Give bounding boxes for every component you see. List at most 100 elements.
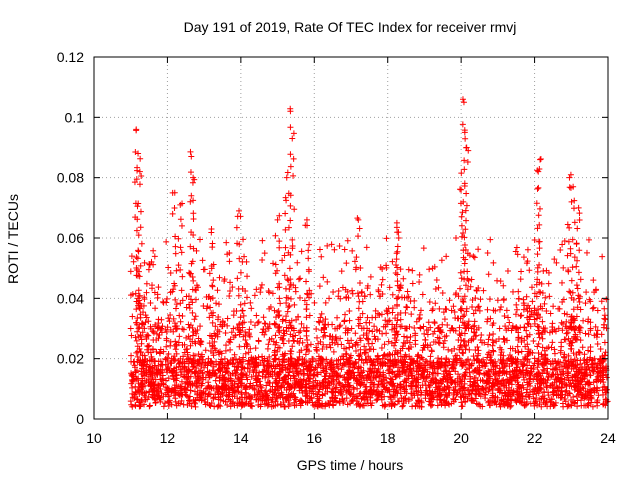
data-point xyxy=(487,375,494,382)
data-point xyxy=(288,355,295,362)
data-point xyxy=(346,382,353,389)
data-point xyxy=(186,398,193,405)
data-point xyxy=(461,166,468,173)
data-point xyxy=(531,290,538,297)
data-point xyxy=(292,396,299,403)
data-point xyxy=(542,399,549,406)
data-point xyxy=(305,268,312,275)
data-point xyxy=(282,244,289,251)
data-point xyxy=(549,320,556,327)
data-point xyxy=(455,371,462,378)
data-point xyxy=(565,267,572,274)
data-point xyxy=(210,261,217,268)
data-point xyxy=(264,402,271,409)
data-point xyxy=(243,258,250,265)
data-point xyxy=(283,174,290,181)
data-point xyxy=(183,304,190,311)
data-point xyxy=(395,235,402,241)
data-point xyxy=(523,401,530,408)
data-point xyxy=(411,304,418,311)
data-point xyxy=(301,297,308,304)
data-point xyxy=(514,397,521,404)
data-point xyxy=(432,286,439,293)
data-point xyxy=(434,393,441,400)
data-point xyxy=(411,375,418,382)
data-point xyxy=(136,391,143,398)
data-point xyxy=(433,277,440,284)
data-point xyxy=(571,383,578,390)
data-point xyxy=(491,371,498,378)
data-point xyxy=(488,357,495,364)
data-point xyxy=(250,355,257,362)
data-point xyxy=(460,99,467,106)
data-point xyxy=(419,347,426,354)
data-point xyxy=(222,369,229,376)
data-point xyxy=(139,357,146,364)
data-point xyxy=(187,169,194,176)
data-point xyxy=(468,276,475,283)
data-point xyxy=(151,395,158,402)
data-point xyxy=(217,321,224,328)
data-point xyxy=(204,368,211,375)
data-point xyxy=(365,353,372,360)
data-point xyxy=(515,360,522,367)
data-point xyxy=(461,129,468,136)
data-point xyxy=(319,365,326,372)
data-point xyxy=(257,289,264,296)
data-point xyxy=(337,390,344,397)
data-point xyxy=(434,365,441,372)
data-point xyxy=(436,397,443,404)
data-point xyxy=(462,207,469,214)
data-point xyxy=(208,333,215,340)
data-point xyxy=(284,169,291,176)
data-point xyxy=(355,305,362,312)
data-point xyxy=(358,357,365,364)
data-point xyxy=(211,338,218,345)
data-point xyxy=(518,268,525,275)
data-point xyxy=(182,386,189,393)
data-point xyxy=(572,373,579,380)
data-point xyxy=(507,345,514,352)
data-point xyxy=(290,372,297,379)
data-point xyxy=(357,337,364,344)
data-point xyxy=(194,373,201,380)
data-point xyxy=(276,368,283,375)
data-point xyxy=(452,368,459,375)
data-point xyxy=(170,286,177,293)
data-point xyxy=(354,385,361,392)
data-point xyxy=(318,310,325,317)
data-point xyxy=(290,337,297,344)
data-point xyxy=(229,361,236,368)
data-point xyxy=(134,315,141,322)
data-point xyxy=(443,332,450,339)
data-point xyxy=(236,241,243,248)
data-point xyxy=(367,273,374,280)
data-point xyxy=(367,291,374,298)
data-point xyxy=(475,246,482,253)
data-point xyxy=(455,293,462,300)
data-point xyxy=(171,280,178,287)
data-point xyxy=(576,210,583,217)
data-point xyxy=(270,358,277,365)
data-point xyxy=(495,385,502,392)
data-point xyxy=(150,392,157,399)
data-point xyxy=(158,325,165,332)
data-point xyxy=(445,384,452,391)
data-point xyxy=(534,185,541,192)
data-point xyxy=(459,403,466,410)
data-point xyxy=(206,384,213,391)
data-point xyxy=(191,352,198,359)
data-point xyxy=(484,249,491,256)
data-point xyxy=(542,378,549,385)
data-point xyxy=(179,325,186,332)
data-point xyxy=(133,337,140,344)
data-point xyxy=(346,308,353,315)
data-point xyxy=(397,266,404,273)
data-point xyxy=(394,248,401,255)
data-point xyxy=(337,360,344,367)
data-point xyxy=(146,402,153,409)
data-point xyxy=(457,306,464,313)
data-point xyxy=(508,402,515,409)
data-point xyxy=(130,258,137,265)
data-point xyxy=(206,340,213,347)
